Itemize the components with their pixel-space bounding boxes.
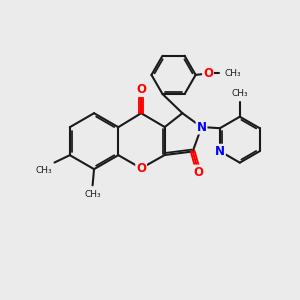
Text: O: O (136, 83, 146, 96)
Text: N: N (215, 145, 225, 158)
Text: CH₃: CH₃ (35, 166, 52, 175)
Text: CH₃: CH₃ (84, 190, 101, 199)
Text: CH₃: CH₃ (224, 69, 241, 78)
Text: CH₃: CH₃ (232, 89, 248, 98)
Text: O: O (136, 162, 146, 175)
Text: O: O (203, 67, 213, 80)
Text: N: N (196, 121, 206, 134)
Text: O: O (194, 166, 204, 178)
